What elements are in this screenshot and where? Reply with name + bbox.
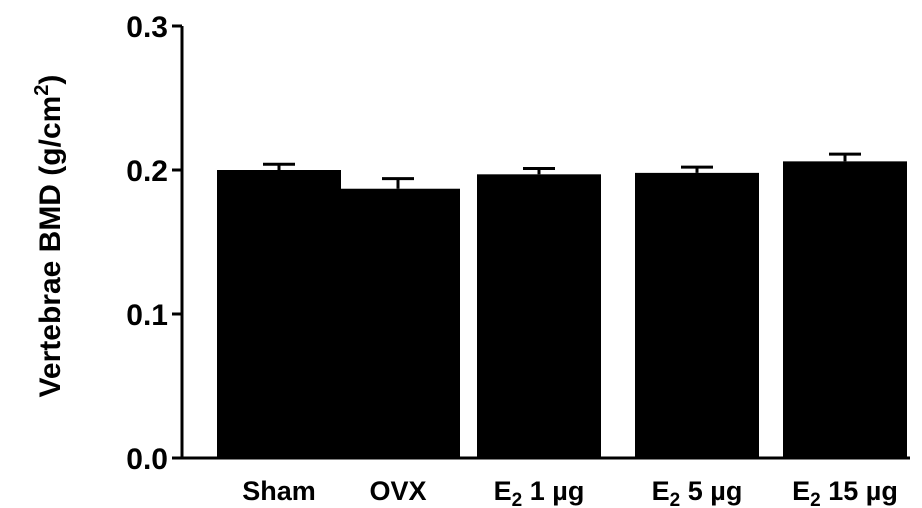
- bar: [783, 161, 907, 459]
- x-tick-label: OVX: [369, 476, 426, 506]
- x-tick-label: E2 15 µg: [792, 476, 898, 508]
- y-axis-label: Vertebrae BMD (g/cm2): [31, 75, 67, 398]
- x-tick-label: E2 5 µg: [652, 476, 743, 508]
- y-tick-label: 0.3: [126, 11, 168, 44]
- x-tick-label: E2 1 µg: [494, 476, 585, 508]
- bar: [477, 174, 601, 458]
- bars: [217, 152, 907, 459]
- bar: [217, 170, 341, 458]
- bar: [635, 172, 759, 458]
- bar: [336, 188, 460, 458]
- y-tick-label: 0.0: [126, 443, 168, 476]
- x-tick-label: Sham: [242, 476, 316, 506]
- labels: 0.0 0.1 0.2 0.3 Sham OVX E2 1 µg E2 5 µg E2 15 µ…: [31, 11, 898, 508]
- y-tick-label: 0.1: [126, 299, 168, 332]
- y-tick-label: 0.2: [126, 155, 168, 188]
